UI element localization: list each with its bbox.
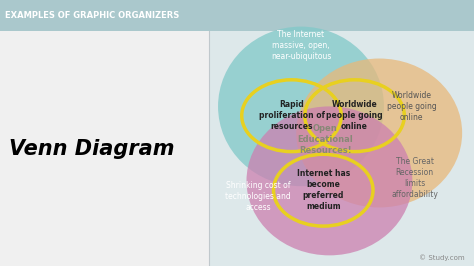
Bar	[0, 0, 209, 266]
Text: The Internet
massive, open,
near-ubiquitous: The Internet massive, open, near-ubiquit…	[271, 30, 331, 61]
Bar	[0, 0, 474, 31]
Text: The Great
Recession
limits
affordability: The Great Recession limits affordability	[392, 157, 438, 200]
Text: EXAMPLES OF GRAPHIC ORGANIZERS: EXAMPLES OF GRAPHIC ORGANIZERS	[5, 11, 179, 20]
Text: Internet has
become
preferred
medium: Internet has become preferred medium	[297, 169, 350, 211]
Ellipse shape	[218, 27, 384, 186]
Ellipse shape	[296, 59, 462, 207]
Text: Worldwide
people going
online: Worldwide people going online	[387, 91, 436, 122]
Text: Worldwide
people going
online: Worldwide people going online	[326, 100, 383, 131]
Ellipse shape	[246, 106, 412, 255]
Text: Rapid
proliferation of
resources: Rapid proliferation of resources	[258, 100, 325, 131]
Text: Open
Educational
Resources!: Open Educational Resources!	[297, 124, 353, 155]
Text: Venn Diagram: Venn Diagram	[9, 139, 175, 159]
Text: Shrinking cost of
technologies and
access: Shrinking cost of technologies and acces…	[226, 181, 291, 213]
Text: © Study.com: © Study.com	[419, 254, 465, 261]
